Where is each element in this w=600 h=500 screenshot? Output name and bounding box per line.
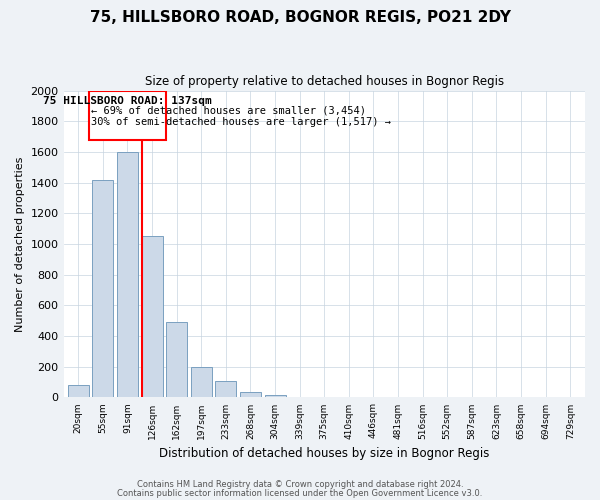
Bar xyxy=(142,236,163,398)
Bar xyxy=(92,180,113,398)
Bar xyxy=(265,395,286,398)
Bar xyxy=(166,322,187,398)
Y-axis label: Number of detached properties: Number of detached properties xyxy=(15,156,25,332)
Text: ← 69% of detached houses are smaller (3,454): ← 69% of detached houses are smaller (3,… xyxy=(91,106,365,116)
Bar xyxy=(240,392,261,398)
Title: Size of property relative to detached houses in Bognor Regis: Size of property relative to detached ho… xyxy=(145,75,504,88)
Text: 30% of semi-detached houses are larger (1,517) →: 30% of semi-detached houses are larger (… xyxy=(91,118,391,128)
Text: 75, HILLSBORO ROAD, BOGNOR REGIS, PO21 2DY: 75, HILLSBORO ROAD, BOGNOR REGIS, PO21 2… xyxy=(89,10,511,25)
X-axis label: Distribution of detached houses by size in Bognor Regis: Distribution of detached houses by size … xyxy=(159,447,490,460)
Text: Contains public sector information licensed under the Open Government Licence v3: Contains public sector information licen… xyxy=(118,488,482,498)
Text: Contains HM Land Registry data © Crown copyright and database right 2024.: Contains HM Land Registry data © Crown c… xyxy=(137,480,463,489)
Bar xyxy=(191,366,212,398)
FancyBboxPatch shape xyxy=(89,90,166,140)
Text: 75 HILLSBORO ROAD: 137sqm: 75 HILLSBORO ROAD: 137sqm xyxy=(43,96,212,106)
Bar xyxy=(68,385,89,398)
Bar xyxy=(117,152,138,398)
Bar xyxy=(215,382,236,398)
